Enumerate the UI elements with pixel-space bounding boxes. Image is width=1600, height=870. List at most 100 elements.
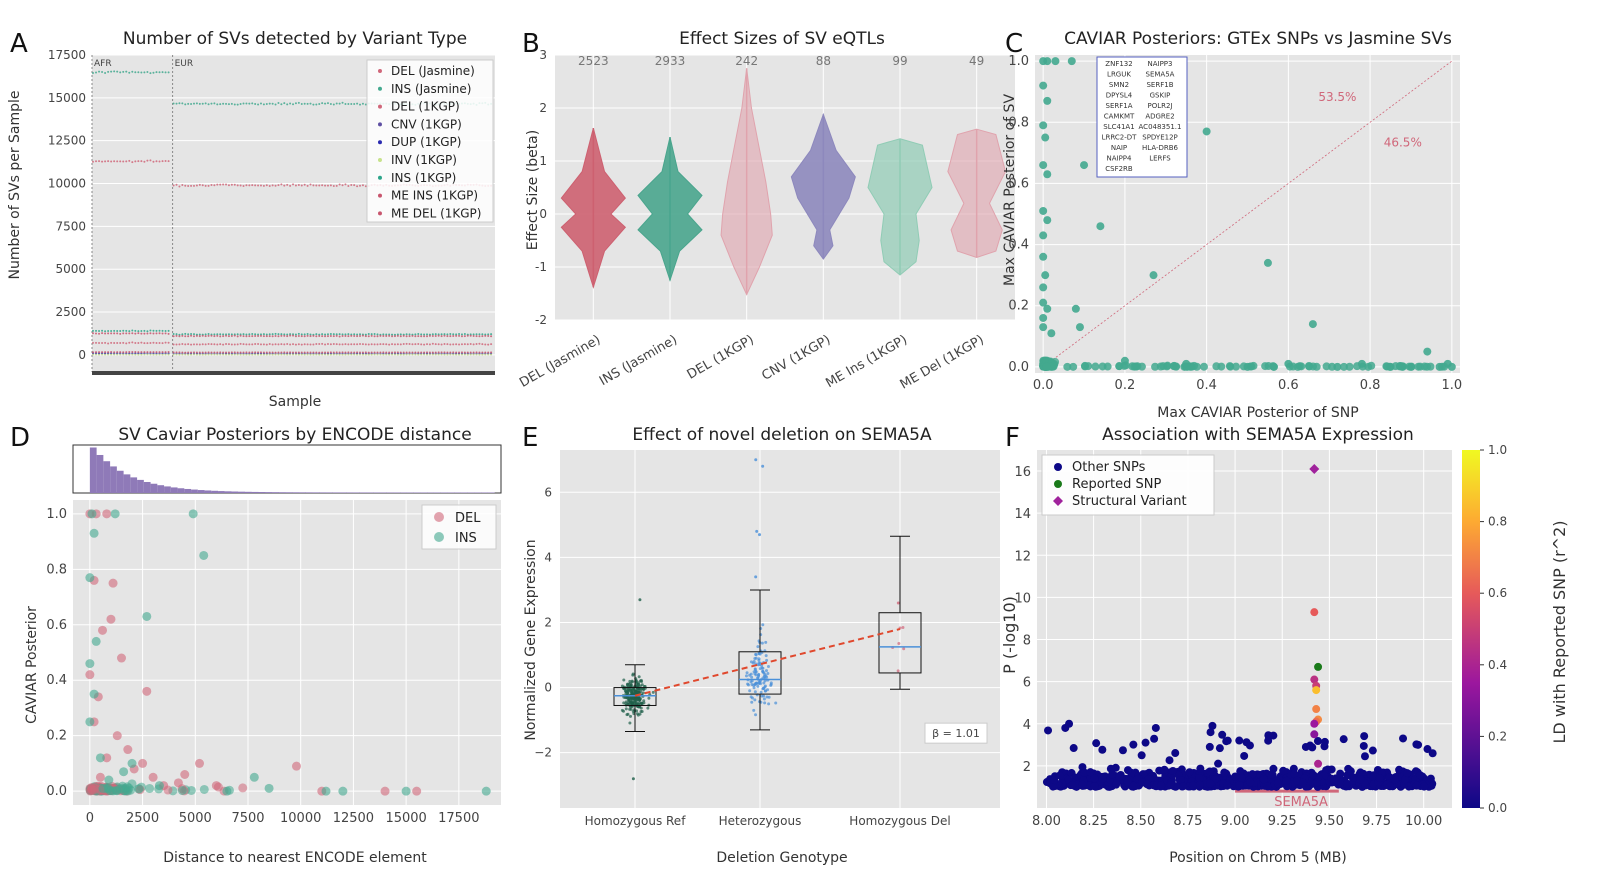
panel-f-data-point	[1399, 734, 1408, 743]
panel-c-gene-label: SLC41A1	[1103, 123, 1134, 131]
panel-f-colorbar-tick-label: 0.0	[1488, 801, 1507, 815]
panel-a-data-point	[359, 333, 362, 336]
panel-a-data-point	[306, 334, 309, 337]
panel-a-data-point	[475, 343, 478, 346]
panel-a-data-point	[134, 332, 137, 335]
panel-a-data-point	[225, 353, 228, 356]
panel-a-data-point	[167, 329, 170, 332]
panel-a-data-point	[161, 332, 164, 335]
panel-a-data-point	[393, 353, 396, 356]
panel-a-data-point	[443, 353, 446, 356]
panel-d-histogram-bar	[406, 492, 414, 493]
panel-a-data-point	[155, 160, 158, 163]
panel-a-data-point	[292, 333, 295, 336]
panel-d-data-point	[222, 786, 232, 796]
panel-f-data-point	[1248, 770, 1257, 779]
panel-d-histogram-bar	[110, 466, 117, 493]
panel-a-data-point	[236, 333, 239, 336]
panel-a-data-point	[347, 343, 350, 346]
panel-a-data-point	[455, 353, 458, 356]
panel-a-data-point	[411, 351, 414, 354]
panel-a-data-point	[338, 333, 341, 336]
panel-a-data-point	[283, 343, 286, 346]
panel-c-data-point	[1357, 359, 1366, 368]
panel-a-data-point	[146, 351, 149, 354]
panel-a-data-point	[149, 159, 152, 162]
panel-d-histogram-bar	[292, 492, 300, 493]
panel-a-data-point	[259, 102, 262, 105]
panel-a-data-point	[487, 334, 490, 337]
panel-a-data-point	[128, 159, 131, 162]
panel-a-data-point	[292, 183, 295, 186]
panel-a-data-point	[341, 353, 344, 356]
panel-a-data-point	[420, 333, 423, 336]
panel-a-data-point	[423, 335, 426, 338]
panel-a-data-point	[408, 335, 411, 338]
panel-c-data-point	[1039, 121, 1048, 130]
panel-a-data-point	[233, 334, 236, 337]
panel-a-data-point	[233, 183, 236, 186]
panel-a-data-point	[303, 343, 306, 346]
panel-a-data-point	[271, 351, 274, 354]
panel-d-legend	[421, 504, 497, 550]
panel-a-data-point	[257, 103, 260, 106]
panel-f-data-point	[1123, 766, 1132, 775]
panel-a-data-point	[350, 343, 353, 346]
panel-a-ytick-label: 12500	[48, 134, 86, 148]
panel-a-data-point	[236, 335, 239, 338]
panel-e-ytick-label: 2	[544, 615, 552, 629]
panel-a-data-point	[225, 183, 228, 186]
panel-a-data-point	[350, 334, 353, 337]
panel-c-data-point	[1171, 362, 1180, 371]
panel-a-data-point	[277, 184, 280, 187]
panel-a-data-point	[280, 103, 283, 106]
panel-f-data-point	[1090, 774, 1099, 783]
panel-e-data-point	[628, 721, 632, 725]
panel-a-data-point	[271, 343, 274, 346]
panel-f-xtick-label: 8.25	[1079, 814, 1108, 829]
panel-a-data-point	[338, 102, 341, 105]
panel-c-data-point	[1308, 320, 1317, 329]
panel-e-data-point	[761, 623, 765, 627]
panel-a-data-point	[230, 334, 233, 337]
panel-d-data-point	[138, 758, 148, 768]
panel-a-data-point	[259, 334, 262, 337]
panel-a-data-point	[167, 353, 170, 356]
panel-a-data-point	[152, 353, 155, 356]
panel-c-data-point	[1043, 96, 1052, 105]
panel-a-legend-marker	[378, 86, 382, 91]
panel-a-data-point	[140, 329, 143, 332]
panel-a-data-point	[187, 343, 190, 346]
panel-a-data-point	[242, 102, 245, 105]
panel-a-data-point	[262, 103, 265, 106]
panel-a-data-point	[190, 184, 193, 187]
panel-a-data-point	[289, 184, 292, 187]
panel-c-ytick-label: 0.2	[1008, 299, 1029, 314]
panel-a-data-point	[213, 335, 216, 338]
panel-d-histogram-bar	[400, 492, 407, 493]
panel-d-data-point	[87, 784, 97, 794]
panel-d-data-point	[87, 509, 97, 519]
panel-f-data-point	[1327, 765, 1336, 774]
panel-d-histogram-bar	[366, 492, 374, 493]
panel-a-legend-marker	[378, 140, 382, 145]
panel-a-data-point	[469, 334, 472, 337]
panel-a-data-point	[137, 330, 140, 333]
panel-a-data-point	[262, 335, 265, 338]
panel-b-xtick-label: INS (Jasmine)	[597, 332, 680, 389]
panel-a-data-point	[367, 351, 370, 354]
panel-a-data-point	[460, 343, 463, 346]
panel-a-data-point	[350, 351, 353, 354]
panel-a-data-point	[475, 353, 478, 356]
panel-f-legend-label: Structural Variant	[1072, 494, 1187, 509]
panel-a-data-point	[149, 332, 152, 335]
panel-a-data-point	[122, 353, 125, 356]
panel-d-data-point	[89, 689, 99, 699]
panel-d-histogram-bar	[238, 491, 246, 493]
panel-a-data-point	[172, 333, 175, 336]
panel-a-data-point	[230, 353, 233, 356]
panel-a-data-point	[423, 351, 426, 354]
panel-a-data-point	[195, 353, 198, 356]
panel-f-xtick-label: 8.50	[1126, 814, 1155, 829]
panel-a-data-point	[140, 351, 143, 354]
